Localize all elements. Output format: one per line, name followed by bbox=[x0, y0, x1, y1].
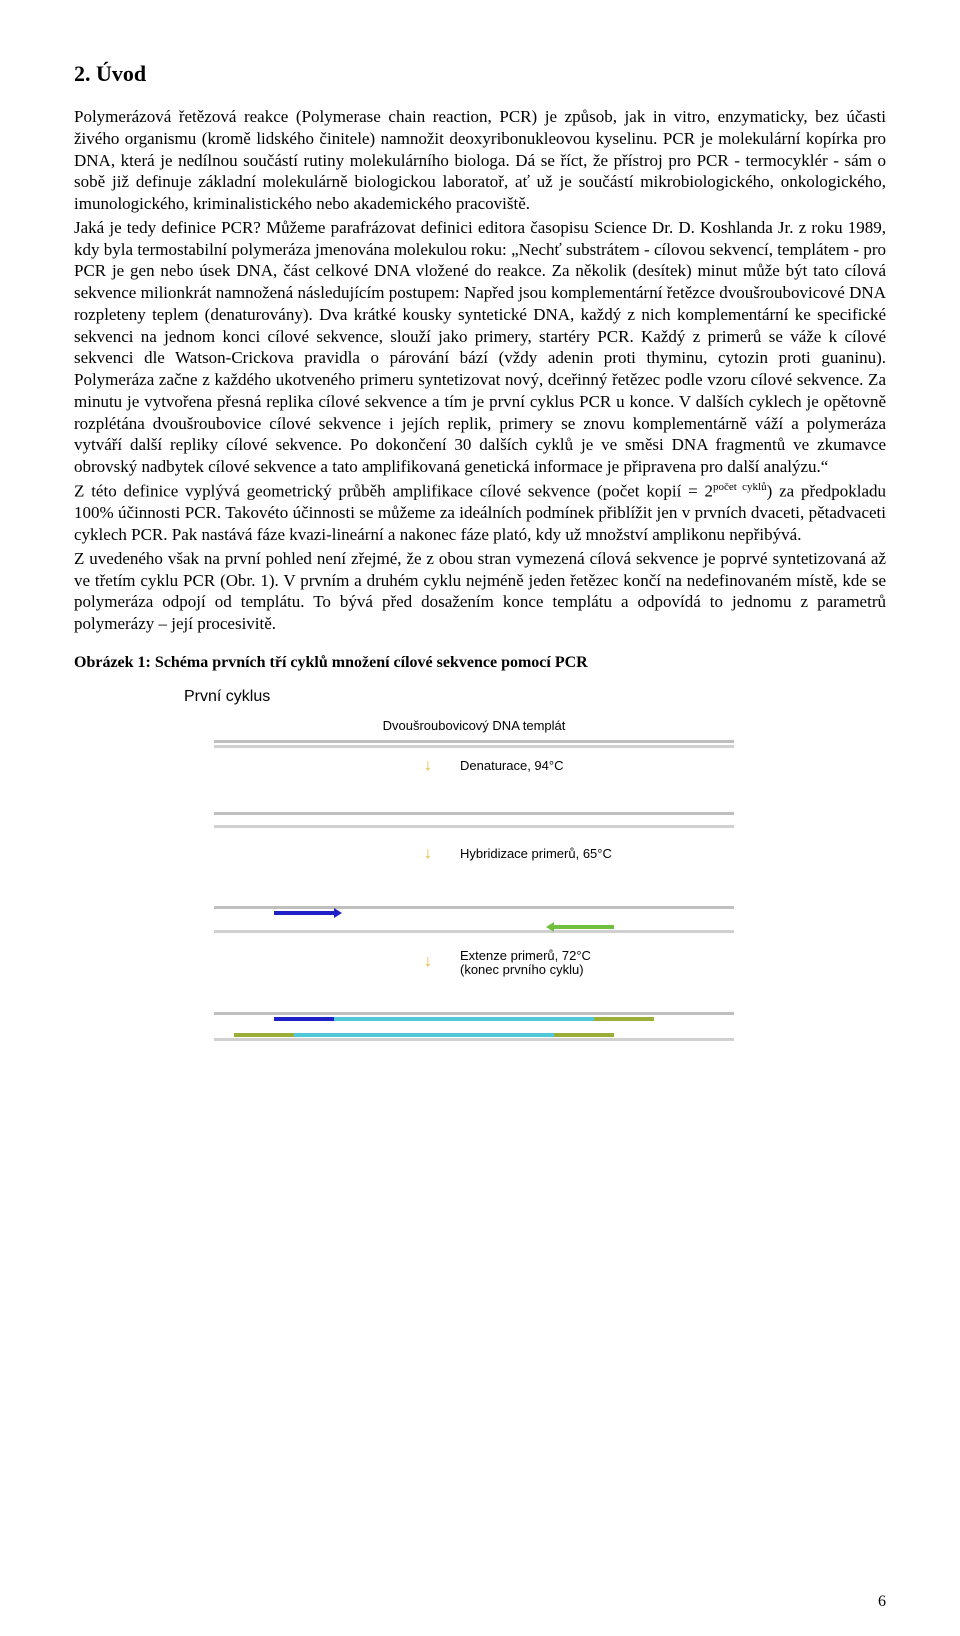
cycle-title: První cyklus bbox=[184, 687, 886, 707]
template-label: Dvoušroubovicový DNA templát bbox=[214, 718, 734, 735]
strand bbox=[214, 812, 734, 815]
forward-primer bbox=[274, 911, 334, 915]
para3-a: Z této definice vyplývá geometrický průb… bbox=[74, 482, 713, 501]
paragraph-3: Z této definice vyplývá geometrický průb… bbox=[74, 480, 886, 546]
paragraph-4: Z uvedeného však na první pohled není zř… bbox=[74, 548, 886, 635]
new-strand-bottom bbox=[214, 1033, 734, 1037]
extension-label-b: (konec prvního cyklu) bbox=[460, 962, 584, 979]
strand bbox=[214, 1012, 734, 1015]
paragraph-2: Jaká je tedy definice PCR? Můžeme parafr… bbox=[74, 217, 886, 478]
dna-template-ds: ↓ Denaturace, 94°C bbox=[214, 740, 734, 784]
strand bbox=[214, 745, 734, 748]
down-arrow-icon: ↓ bbox=[424, 952, 432, 972]
section-heading: 2. Úvod bbox=[74, 60, 886, 88]
reverse-primer bbox=[554, 925, 614, 929]
dna-denatured: ↓ Hybridizace primerů, 65°C bbox=[214, 812, 734, 878]
dna-primers-annealed: ↓ Extenze primerů, 72°C (konec prvního c… bbox=[214, 906, 734, 984]
paragraph-1: Polymerázová řetězová reakce (Polymerase… bbox=[74, 106, 886, 215]
denaturation-label: Denaturace, 94°C bbox=[460, 758, 563, 775]
para3-sup: počet cyklů bbox=[713, 481, 767, 493]
strand bbox=[214, 1038, 734, 1041]
strand bbox=[214, 825, 734, 828]
down-arrow-icon: ↓ bbox=[424, 844, 432, 864]
page-number: 6 bbox=[878, 1592, 886, 1612]
strand bbox=[214, 930, 734, 933]
down-arrow-icon: ↓ bbox=[424, 756, 432, 776]
figure-caption: Obrázek 1: Schéma prvních tří cyklů množ… bbox=[74, 653, 886, 673]
dna-extension bbox=[214, 1012, 734, 1072]
strand bbox=[214, 740, 734, 743]
hybridization-label: Hybridizace primerů, 65°C bbox=[460, 846, 612, 863]
strand bbox=[214, 906, 734, 909]
pcr-diagram: Dvoušroubovicový DNA templát ↓ Denaturac… bbox=[214, 718, 734, 1073]
